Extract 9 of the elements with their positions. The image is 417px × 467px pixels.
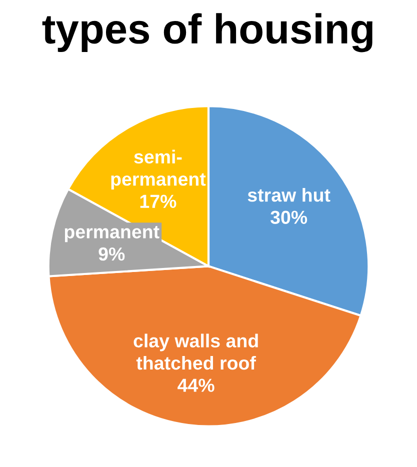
chart-title: types of housing [42,13,372,52]
data-label: 30% [270,210,308,224]
slice-label: semi- permanent [111,150,206,190]
slice-label: straw hut [248,188,330,202]
slice-label: permanent [64,226,160,242]
data-label: 44% [178,378,214,392]
data-label: 17% [140,194,176,208]
slice-label: clay walls and thatched roof [134,334,258,370]
data-label: 9% [98,247,125,261]
